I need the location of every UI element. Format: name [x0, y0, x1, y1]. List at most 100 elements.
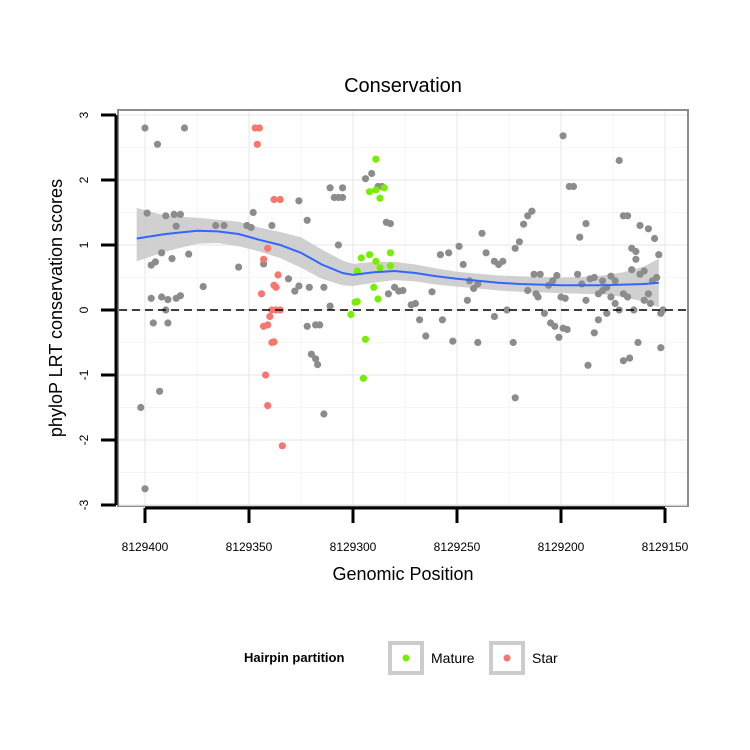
data-point-mature — [366, 251, 374, 259]
data-point-other — [156, 387, 164, 395]
data-point-other — [399, 286, 407, 295]
data-point-mature — [361, 335, 370, 343]
data-point-mature — [366, 188, 374, 196]
data-point-other — [640, 267, 648, 275]
data-point-other — [153, 140, 162, 148]
legend: Hairpin partition Mature Star — [244, 641, 558, 675]
data-point-other — [482, 249, 490, 257]
data-point-other — [474, 338, 482, 347]
data-point-other — [303, 216, 311, 224]
data-point-star — [253, 140, 261, 148]
x-tick-label: 8129300 — [330, 540, 377, 554]
data-point-other — [141, 485, 149, 493]
data-point-other — [599, 277, 607, 285]
data-point-star — [274, 271, 282, 279]
data-point-star — [260, 255, 268, 263]
data-point-other — [607, 293, 615, 301]
data-point-other — [582, 296, 590, 304]
data-point-other — [634, 338, 642, 347]
x-axis-title: Genomic Position — [332, 564, 473, 584]
data-point-other — [515, 238, 524, 246]
data-point-other — [463, 296, 471, 304]
data-point-other — [295, 197, 303, 205]
data-point-other — [199, 283, 207, 291]
data-point-other — [361, 175, 370, 183]
data-point-other — [549, 277, 557, 285]
y-tick-label: 3 — [77, 111, 91, 118]
data-point-star — [262, 371, 270, 379]
data-point-other — [607, 272, 615, 280]
legend-title: Hairpin partition — [244, 650, 344, 665]
data-point-other — [180, 124, 189, 132]
x-tick-label: 8129250 — [434, 540, 481, 554]
data-point-other — [143, 209, 151, 217]
data-point-other — [334, 241, 342, 249]
data-point-other — [569, 182, 578, 191]
series-mature — [347, 155, 394, 382]
data-point-other — [411, 299, 419, 308]
data-point-other — [619, 290, 628, 298]
data-point-other — [490, 312, 498, 321]
data-point-other — [185, 250, 193, 258]
data-point-other — [320, 410, 328, 418]
data-point-other — [416, 316, 424, 324]
data-point-other — [247, 223, 255, 232]
confidence-band — [136, 207, 659, 308]
data-point-other — [158, 249, 166, 257]
data-point-other — [582, 220, 590, 228]
data-point-other — [305, 283, 313, 291]
x-tick-label: 8129150 — [642, 540, 689, 554]
data-point-other — [555, 333, 563, 341]
data-point-other — [149, 319, 157, 327]
data-point-star — [270, 338, 278, 346]
data-point-mature — [376, 194, 384, 202]
data-point-mature — [357, 254, 365, 262]
data-point-other — [478, 229, 486, 237]
data-point-other — [534, 293, 542, 301]
data-point-other — [644, 290, 653, 298]
data-point-other — [449, 337, 457, 345]
data-point-other — [168, 255, 176, 263]
data-point-other — [303, 322, 311, 330]
data-point-other — [524, 212, 532, 220]
data-point-other — [220, 221, 228, 230]
data-point-other — [653, 273, 661, 282]
data-point-other — [459, 260, 467, 269]
data-point-other — [474, 280, 482, 288]
data-point-other — [212, 221, 220, 230]
data-point-other — [339, 184, 347, 192]
y-axis-title: phyloP LRT conservation scores — [46, 179, 66, 437]
data-point-other — [436, 251, 444, 259]
data-point-other — [619, 357, 628, 365]
data-point-other — [561, 294, 569, 302]
data-point-other — [559, 132, 567, 140]
data-point-other — [141, 124, 149, 132]
legend-label-star: Star — [532, 650, 558, 666]
smooth-fit-line — [136, 229, 659, 287]
data-point-mature — [351, 298, 359, 306]
legend-item-mature: Mature — [388, 641, 475, 675]
axes: 8129400 8129350 8129300 8129250 8129200 81291… — [77, 111, 689, 554]
data-point-other — [428, 288, 436, 296]
data-point-other — [646, 299, 655, 308]
data-point-other — [632, 255, 640, 263]
data-point-other — [576, 233, 584, 241]
legend-key-mature-dot — [402, 654, 410, 662]
data-point-star — [270, 281, 278, 289]
data-point-star — [255, 124, 263, 132]
y-tick-label: 2 — [77, 176, 91, 183]
confidence-band-layer — [136, 207, 659, 308]
data-point-other — [455, 242, 463, 250]
data-point-other — [536, 270, 544, 278]
data-point-other — [655, 251, 663, 259]
data-point-other — [503, 306, 511, 314]
data-point-other — [636, 221, 644, 230]
x-tick-label: 8129350 — [226, 540, 273, 554]
data-point-other — [330, 193, 338, 202]
data-point-mature — [374, 295, 382, 303]
data-point-mature — [386, 249, 394, 257]
data-point-other — [422, 332, 430, 340]
y-tick-label: -3 — [77, 499, 91, 510]
data-point-other — [137, 403, 145, 412]
